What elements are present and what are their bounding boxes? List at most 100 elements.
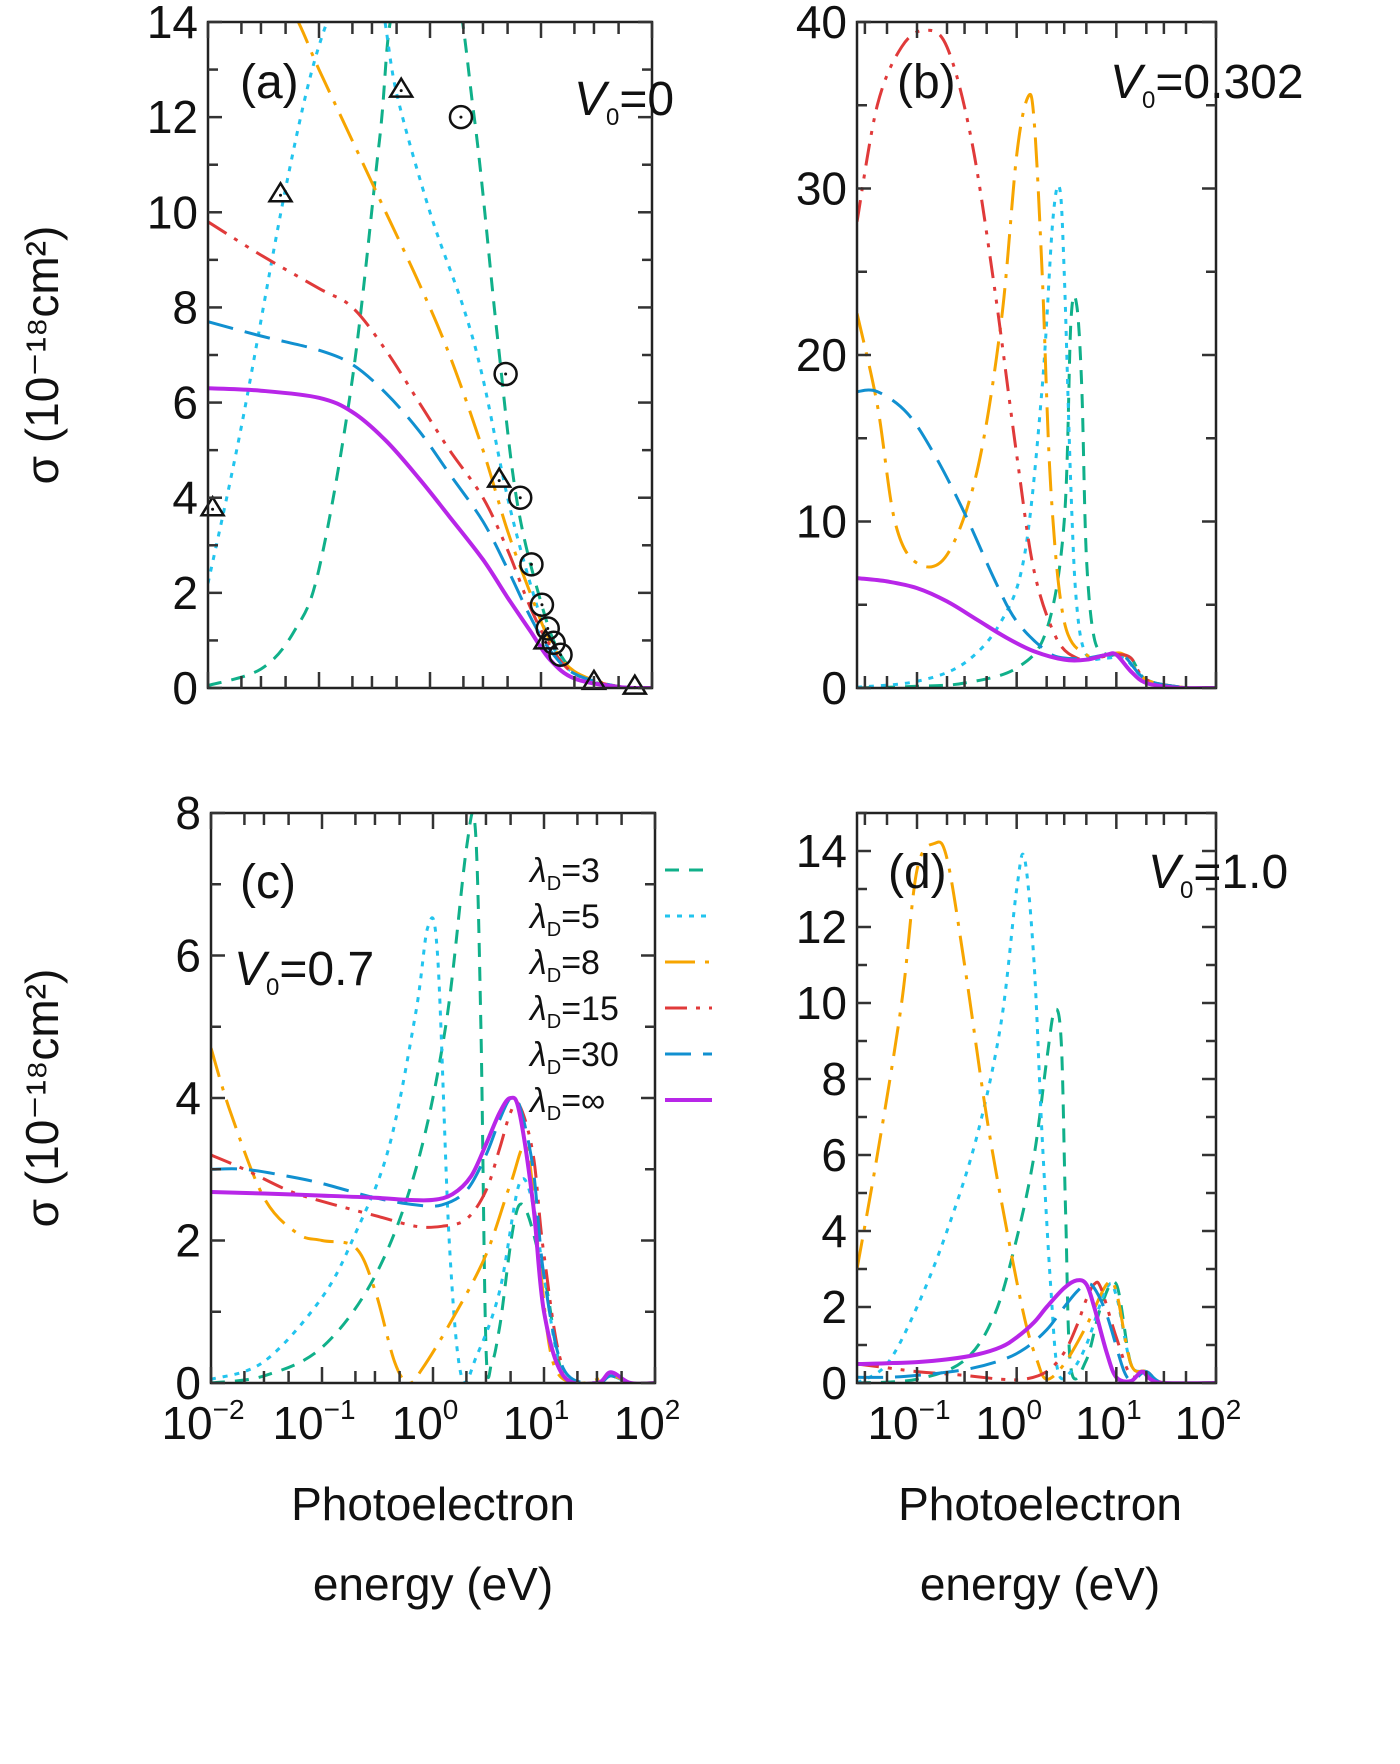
panel-b: 0 10 20 30 40 [796, 0, 1218, 714]
y-tick-label: 8 [172, 281, 198, 333]
annotation-d: V0=1.0 [1148, 846, 1288, 904]
series-line-b-lambda-30 [857, 388, 1216, 688]
x-axis-title-c-line2: energy (eV) [313, 1558, 553, 1610]
series-line-d-lambda-5 [857, 852, 1216, 1383]
legend-label: λD=30 [528, 1036, 619, 1079]
legend-label: λD=5 [528, 898, 600, 941]
series-line-b-lambda-3 [857, 294, 1216, 688]
series-line-c-lambda-5 [211, 916, 655, 1383]
triangle-marker [387, 76, 415, 98]
y-tick-label: 10 [147, 186, 198, 238]
circle-marker-dot [559, 653, 563, 657]
series-line-c-lambda-inf [211, 1095, 655, 1383]
y-tick-label: 2 [175, 1215, 201, 1267]
svg-text:V0=0.302: V0=0.302 [1110, 56, 1304, 114]
y-tick-label: 12 [147, 91, 198, 143]
triangle-marker [621, 673, 649, 695]
legend-label: λD=8 [528, 944, 600, 987]
y-tick-label: 8 [821, 1053, 847, 1105]
legend-label: λD=3 [528, 852, 600, 895]
panel-d: 0 2 4 6 8 10 12 14 10−1 100 101 102 [796, 811, 1242, 1449]
circle-marker [529, 592, 555, 617]
x-tick-label: 10−2 [161, 1394, 244, 1449]
circle-marker [548, 642, 573, 667]
triangle-marker-dot [279, 193, 283, 197]
y-tick-label: 40 [796, 0, 847, 48]
y-tick-label: 2 [172, 567, 198, 619]
y-tick-label: 0 [821, 662, 847, 714]
series-line-a-lambda-3 [208, 22, 652, 688]
legend-item-15: λD=15 [528, 990, 712, 1033]
circle-marker-dot [529, 562, 533, 566]
y-tick-label: 0 [172, 662, 198, 714]
panel-label-a: (a) [240, 56, 299, 109]
y-tick-label: 4 [172, 472, 198, 524]
v0-value-c: 0.7 [307, 943, 374, 996]
circle-marker [541, 630, 566, 656]
x-axis-title-d-line2: energy (eV) [920, 1558, 1160, 1610]
legend-item-30: λD=30 [528, 1036, 712, 1079]
panel-label-c: (c) [240, 856, 296, 909]
y-tick-label: 0 [821, 1357, 847, 1409]
legend-label: λD=15 [528, 990, 619, 1033]
x-tick-label: 102 [1175, 1394, 1242, 1449]
y-tick-label: 4 [821, 1205, 847, 1257]
legend-item-3: λD=3 [528, 852, 712, 895]
y-tick-label: 10 [796, 977, 847, 1029]
y-axis-title-top: σ (10⁻¹⁸cm²) [16, 226, 68, 485]
y-tick-label: 6 [821, 1129, 847, 1181]
annotation-c: V0=0.7 [234, 943, 374, 1001]
legend-item-5: λD=5 [528, 898, 712, 941]
x-tick-label: 101 [503, 1394, 570, 1449]
plot-frame-d [855, 811, 1218, 1385]
curves-d [857, 840, 1216, 1383]
legend-label: λD=∞ [528, 1082, 605, 1125]
x-tick-label: 100 [975, 1394, 1042, 1449]
triangle-marker [199, 494, 226, 517]
curves-b [857, 28, 1216, 688]
y-tick-label: 8 [175, 787, 201, 839]
x-tick-label: 10−1 [867, 1394, 950, 1449]
y-tick-label: 0 [175, 1357, 201, 1409]
circle-marker-dot [546, 627, 550, 631]
y-tick-label: 2 [821, 1281, 847, 1333]
y-tick-label: 6 [172, 377, 198, 429]
circle-marker [448, 104, 474, 130]
series-line-d-lambda-3 [857, 1007, 1216, 1383]
svg-text:V0=1.0: V0=1.0 [1148, 846, 1288, 904]
y-tick-label: 4 [175, 1072, 201, 1124]
series-line-a-lambda-15 [208, 220, 652, 688]
svg-text:V0=0.7: V0=0.7 [234, 943, 374, 1001]
annotation-b: V0=0.302 [1110, 56, 1304, 114]
triangle-marker-dot [497, 479, 501, 483]
panel-label-d: (d) [888, 846, 947, 899]
circle-marker-dot [552, 641, 556, 645]
series-line-d-lambda-8 [857, 840, 1216, 1383]
circle-marker [493, 361, 518, 387]
series-line-a-lambda-inf [208, 386, 652, 688]
series-line-b-lambda-inf [857, 576, 1216, 688]
x-tick-label: 100 [392, 1394, 459, 1449]
circle-marker [507, 485, 533, 510]
y-tick-label: 10 [796, 496, 847, 548]
circle-marker-dot [459, 115, 463, 119]
y-tick-label: 14 [796, 825, 847, 877]
panel-c: 0 2 4 6 8 10−2 10−1 100 101 102 [161, 787, 680, 1449]
triangle-marker-dot [211, 507, 215, 511]
x-tick-label: 102 [614, 1394, 681, 1449]
series-line-d-lambda-inf [857, 1278, 1216, 1383]
x-tick-label: 101 [1075, 1394, 1142, 1449]
series-line-b-lambda-15 [857, 28, 1216, 688]
circle-marker [519, 552, 544, 577]
y-tick-label: 30 [796, 163, 847, 215]
x-axis-title-c-line1: Photoelectron [291, 1478, 575, 1530]
y-tick-label: 14 [147, 0, 198, 48]
series-line-c-lambda-30 [211, 1094, 655, 1383]
legend-item-inf: λD=∞ [528, 1082, 712, 1125]
circle-marker [535, 616, 560, 641]
panel-a: 0 2 4 6 8 10 12 14 [147, 0, 654, 714]
markers-a [199, 76, 649, 695]
x-axis-title-d-line1: Photoelectron [898, 1478, 1182, 1530]
v0-value-a: 0 [647, 73, 674, 126]
